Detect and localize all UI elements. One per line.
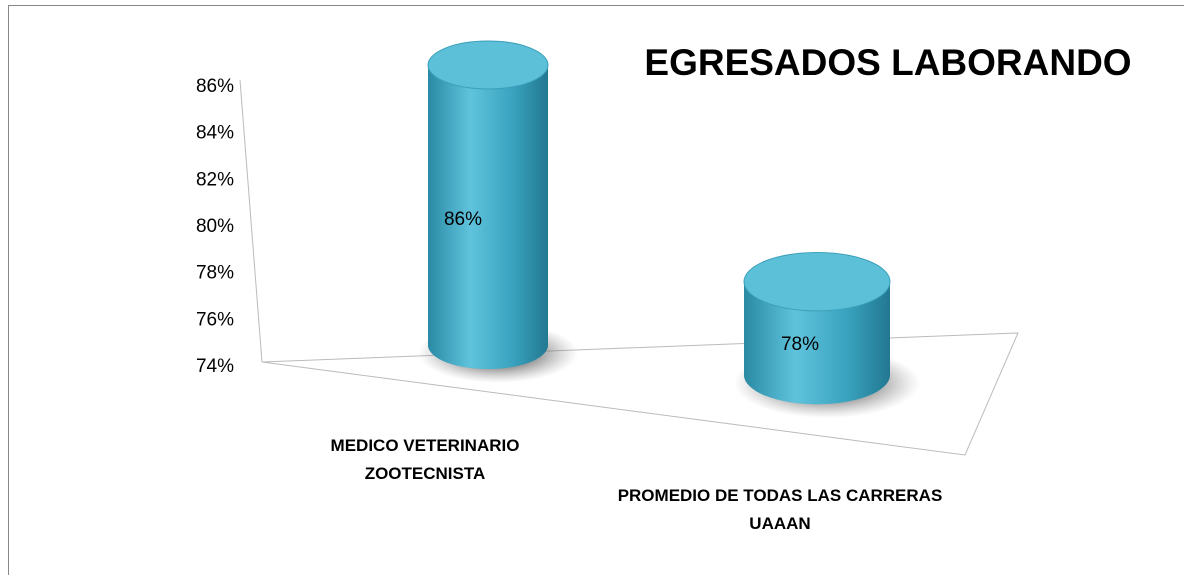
y-tick-label: 78%: [196, 263, 234, 284]
value-label: 78%: [781, 334, 819, 355]
chart-title: EGRESADOS LABORANDO: [644, 42, 1131, 83]
frame: [8, 5, 1184, 575]
x-tick-label: PROMEDIO DE TODAS LAS CARRERAS UAAAN: [617, 486, 943, 533]
y-tick-label: 74%: [196, 356, 234, 377]
back-wall: [239, 79, 263, 363]
y-tick-label: 84%: [196, 123, 234, 144]
bar-top: [743, 251, 891, 312]
y-tick-label: 80%: [196, 216, 234, 237]
bar-bottom-front: [428, 321, 548, 369]
value-label: 86%: [444, 209, 482, 230]
bar: [428, 65, 548, 345]
bar-top: [427, 40, 549, 90]
floor: [261, 332, 1019, 456]
bar-bottom-front: [744, 345, 890, 405]
y-tick-label: 76%: [196, 309, 234, 330]
y-tick-label: 86%: [196, 76, 234, 97]
x-tick-label: MEDICO VETERINARIO ZOOTECNISTA: [330, 436, 520, 483]
y-tick-label: 82%: [196, 169, 234, 190]
